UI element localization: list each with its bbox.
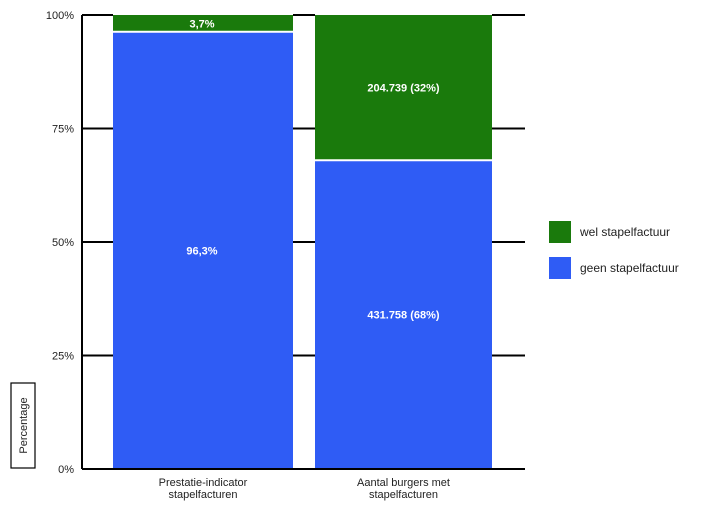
bar-0-1 (113, 15, 293, 32)
y-axis-title: Percentage (18, 397, 30, 453)
y-tick-label-1: 25% (52, 351, 74, 363)
category-label-1-0: Aantal burgers met (357, 477, 450, 489)
data-labels: 96,3% 3,7% 431.758 (68%) 204.739 (32%) (186, 18, 440, 321)
category-label-1-1: stapelfacturen (369, 489, 438, 501)
y-tick-label-2: 50% (52, 237, 74, 249)
y-axis-title-frame (10, 382, 36, 469)
y-axis-title-box: Percentage (10, 382, 36, 469)
category-labels: Prestatie-indicatorstapelfacturenAantal … (159, 477, 450, 501)
y-tick-label-3: 75% (52, 124, 74, 136)
legend-label-1: geen stapelfactuur (580, 261, 679, 275)
bars (113, 15, 492, 469)
bar-1-1 (315, 15, 492, 161)
data-label-0-1: 3,7% (189, 18, 214, 30)
y-axis-ticks: 0% 25% 50% 75% 100% (46, 10, 525, 476)
y-tick-label-4: 100% (46, 10, 74, 22)
legend-label-0: wel stapelfactuur (579, 225, 670, 239)
y-tick-label-0: 0% (58, 464, 74, 476)
data-label-1-1: 204.739 (32%) (367, 83, 439, 95)
legend: wel stapelfactuur geen stapelfactuur (549, 221, 679, 279)
category-label-0-0: Prestatie-indicator (159, 477, 248, 489)
legend-swatch-0 (549, 221, 571, 243)
category-label-0-1: stapelfacturen (168, 489, 237, 501)
data-label-0-0: 96,3% (186, 245, 217, 257)
bar-0-0 (113, 31, 293, 469)
legend-swatch-1 (549, 257, 571, 279)
data-label-1-0: 431.758 (68%) (367, 310, 439, 322)
bar-1-0 (315, 160, 492, 469)
axes (81, 15, 525, 470)
